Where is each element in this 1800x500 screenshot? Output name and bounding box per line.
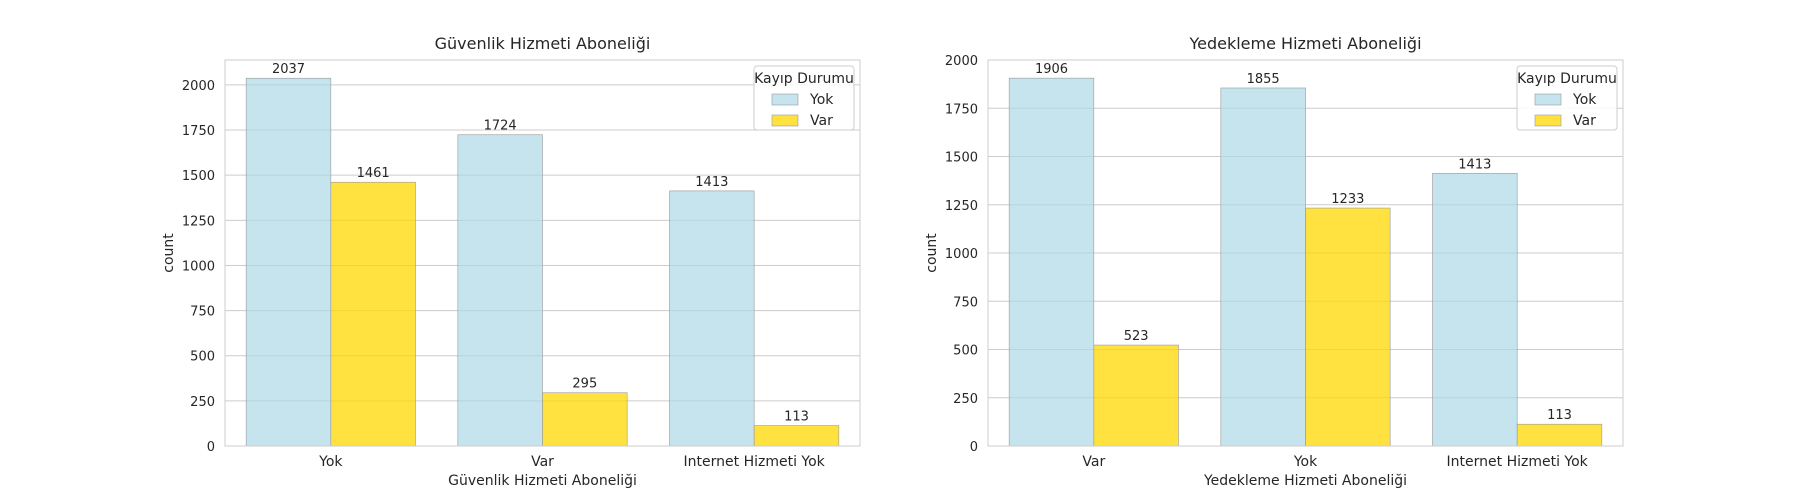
bar-value-label: 295: [572, 377, 597, 392]
legend-label: Yok: [809, 92, 834, 108]
y-tick-label: 750: [953, 295, 978, 310]
bar-yok-0: [245, 77, 332, 447]
legend-box: [1516, 65, 1618, 131]
bar-value-label: 1413: [1458, 157, 1491, 172]
x-tick-label: Internet Hizmeti Yok: [1447, 454, 1589, 470]
legend-title: Kayıp Durumu: [1517, 71, 1617, 87]
legend-label: Var: [810, 113, 833, 129]
y-tick-label: 1000: [182, 259, 215, 274]
y-tick-label: 1250: [945, 199, 978, 214]
legend-box: [753, 65, 855, 131]
y-tick-label: 750: [190, 305, 215, 320]
bar-yok-1: [457, 134, 543, 447]
bar-var-2: [753, 425, 840, 447]
bar-yok-0: [1008, 77, 1095, 447]
y-tick-label: 2000: [182, 79, 215, 94]
x-axis-label: Güvenlik Hizmeti Aboneliği: [448, 473, 637, 489]
y-tick-label: 0: [970, 440, 978, 455]
bar-value-label: 1413: [695, 175, 728, 190]
y-axis-label: count: [161, 233, 177, 273]
chart-backup-service: 0 250 500 750 1000 1250 1500 1750 2000 1906 1855 14…: [924, 34, 1624, 489]
chart-title: Yedekleme Hizmeti Aboneliği: [1188, 34, 1421, 53]
bar-value-label: 2037: [272, 62, 305, 77]
bar-value-label: 1461: [357, 166, 390, 181]
bar-yok-1: [1220, 87, 1306, 447]
bar-yok-2: [669, 190, 755, 447]
legend: Kayıp Durumu Yok Var: [1516, 65, 1618, 131]
y-tick-label: 1500: [945, 151, 978, 166]
bar-var-1: [1305, 207, 1391, 447]
x-tick-label: Internet Hizmeti Yok: [684, 454, 826, 470]
chart-security-service: 0 250 500 750 1000 1250 1500 1750 2000 2037 1724 14…: [161, 34, 861, 489]
x-axis-label: Yedekleme Hizmeti Aboneliği: [1203, 473, 1407, 489]
y-tick-label: 1000: [945, 247, 978, 262]
bar-var-0: [330, 181, 416, 447]
y-tick-label: 1750: [945, 102, 978, 117]
y-tick-label: 250: [190, 395, 215, 410]
x-tick-label: Var: [1082, 454, 1105, 470]
bar-value-label: 113: [1547, 408, 1572, 423]
legend-swatch-var: [771, 114, 799, 127]
chart-title: Güvenlik Hizmeti Aboneliği: [435, 34, 651, 53]
y-tick-label: 0: [207, 440, 215, 455]
plot-frame: [224, 59, 861, 447]
legend-label: Var: [1573, 113, 1596, 129]
y-tick-label: 2000: [945, 54, 978, 69]
bar-value-label: 1724: [484, 119, 517, 134]
bar-var-0: [1093, 344, 1179, 447]
bar-var-1: [542, 392, 628, 447]
y-axis-label: count: [924, 233, 940, 273]
bar-yok-2: [1432, 172, 1518, 447]
bar-value-label: 1906: [1035, 62, 1068, 77]
y-tick-label: 500: [190, 350, 215, 365]
x-tick-label: Var: [531, 454, 554, 470]
y-tick-label: 1750: [182, 124, 215, 139]
bar-var-2: [1516, 423, 1603, 447]
legend: Kayıp Durumu Yok Var: [753, 65, 855, 131]
y-tick-label: 1250: [182, 214, 215, 229]
legend-label: Yok: [1572, 92, 1597, 108]
bar-value-label: 1233: [1331, 192, 1364, 207]
plot-frame: [987, 59, 1624, 447]
bar-value-label: 113: [784, 410, 809, 425]
legend-title: Kayıp Durumu: [754, 71, 854, 87]
y-tick-label: 1500: [182, 169, 215, 184]
bar-value-label: 1855: [1247, 72, 1280, 87]
y-tick-label: 250: [953, 392, 978, 407]
legend-swatch-var: [1534, 114, 1562, 127]
legend-swatch-yok: [771, 93, 799, 106]
legend-swatch-yok: [1534, 93, 1562, 106]
x-tick-label: Yok: [1293, 454, 1318, 470]
x-tick-label: Yok: [318, 454, 343, 470]
bar-value-label: 523: [1124, 329, 1149, 344]
y-tick-label: 500: [953, 344, 978, 359]
